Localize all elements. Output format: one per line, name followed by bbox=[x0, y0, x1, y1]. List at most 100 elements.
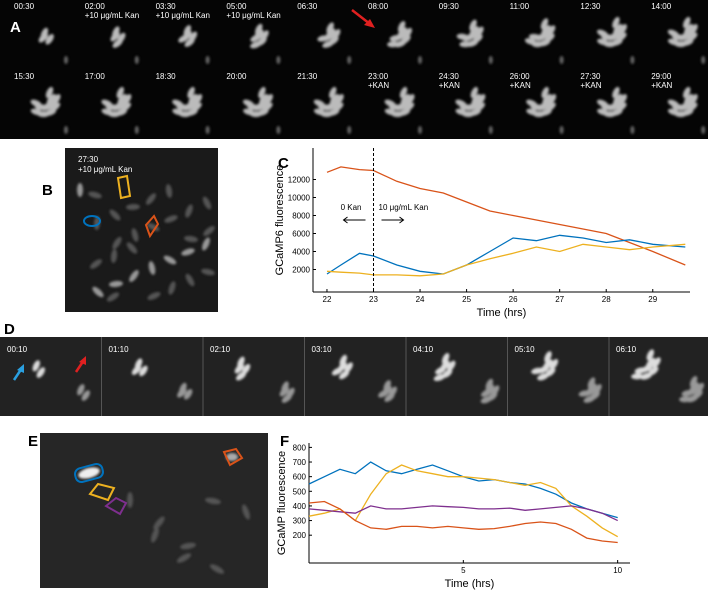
cell bbox=[151, 527, 159, 543]
y-tick-label: 10000 bbox=[288, 194, 311, 203]
cell bbox=[480, 389, 492, 397]
cell bbox=[172, 108, 184, 116]
timestamp: 26:00 bbox=[510, 72, 531, 81]
cell bbox=[201, 268, 215, 276]
x-tick-label: 22 bbox=[323, 295, 332, 304]
cell bbox=[400, 94, 411, 104]
cell bbox=[126, 242, 138, 254]
cell bbox=[184, 38, 195, 47]
cell bbox=[110, 249, 118, 263]
line bbox=[326, 166, 686, 266]
arrow bbox=[342, 216, 366, 224]
cell bbox=[92, 286, 104, 298]
cell bbox=[447, 360, 456, 372]
cell bbox=[146, 222, 160, 232]
y-tick-label: 600 bbox=[293, 473, 307, 482]
cell bbox=[205, 56, 210, 64]
cell bbox=[528, 33, 541, 40]
cell bbox=[112, 236, 122, 250]
cell bbox=[164, 215, 178, 223]
cell bbox=[184, 235, 198, 243]
y-tick-label: 700 bbox=[293, 458, 307, 467]
cell bbox=[344, 362, 353, 373]
cell bbox=[139, 365, 148, 377]
cell bbox=[205, 497, 221, 505]
arrow-head bbox=[79, 356, 86, 365]
cell bbox=[542, 94, 552, 104]
timestamp: 01:10 bbox=[109, 345, 130, 354]
cell bbox=[176, 553, 192, 563]
line bbox=[308, 464, 619, 538]
y-tick-label: 200 bbox=[293, 531, 307, 540]
arrow bbox=[381, 216, 405, 224]
cell bbox=[667, 99, 679, 108]
y-axis-label: GCaMP fluorescence bbox=[276, 451, 288, 555]
cell bbox=[188, 94, 198, 104]
roi-blue bbox=[83, 215, 101, 227]
y-tick-label: 800 bbox=[293, 443, 307, 452]
cell bbox=[38, 32, 48, 43]
cell bbox=[480, 396, 493, 404]
cell bbox=[597, 108, 609, 116]
timestamp: 03:30 bbox=[156, 2, 177, 11]
cell bbox=[110, 31, 120, 42]
cell bbox=[389, 35, 402, 42]
cell bbox=[549, 359, 559, 370]
cell bbox=[313, 108, 326, 116]
timestamp: 21:30 bbox=[297, 72, 318, 81]
cell bbox=[597, 29, 609, 38]
cell bbox=[667, 38, 680, 46]
cell bbox=[117, 94, 127, 104]
line bbox=[308, 505, 618, 522]
timestamp: 00:10 bbox=[7, 345, 28, 354]
cell bbox=[148, 261, 156, 275]
cell bbox=[45, 34, 54, 45]
timestamp: 29:00 bbox=[651, 72, 672, 81]
cell bbox=[281, 394, 292, 403]
cell bbox=[163, 255, 177, 265]
cell bbox=[250, 41, 262, 49]
cell bbox=[695, 382, 705, 394]
cell bbox=[126, 203, 140, 211]
timestamp: 12:30 bbox=[580, 2, 601, 11]
cell bbox=[101, 99, 113, 108]
cell bbox=[684, 94, 694, 104]
cell bbox=[433, 374, 446, 382]
cell bbox=[701, 126, 706, 134]
cell bbox=[347, 126, 352, 134]
cell bbox=[384, 393, 395, 402]
treatment-note: +10 μg/mL Kan bbox=[226, 11, 280, 20]
roi-blue bbox=[74, 462, 104, 484]
treatment-note: +KAN bbox=[368, 81, 389, 90]
arrow-head bbox=[364, 19, 375, 28]
cell bbox=[30, 99, 42, 108]
cell bbox=[46, 94, 57, 104]
roi-yellow bbox=[116, 174, 132, 200]
timestamp: 09:30 bbox=[439, 2, 460, 11]
timestamp: 27:30 bbox=[580, 72, 601, 81]
treatment-note: +KAN bbox=[510, 81, 531, 90]
timestamp: 17:00 bbox=[85, 72, 106, 81]
timestamp: 27:30 bbox=[78, 155, 99, 164]
cell bbox=[112, 39, 123, 48]
cell bbox=[88, 191, 102, 199]
panel-letter: E bbox=[28, 433, 38, 450]
cell bbox=[185, 204, 193, 218]
cell bbox=[153, 516, 165, 530]
line bbox=[326, 243, 686, 277]
x-tick-label: 5 bbox=[461, 566, 466, 575]
cell bbox=[526, 108, 538, 116]
cell bbox=[209, 564, 225, 574]
x-tick-label: 26 bbox=[509, 295, 518, 304]
cell bbox=[471, 94, 481, 104]
cell bbox=[236, 371, 247, 381]
y-tick-label: 2000 bbox=[292, 266, 310, 275]
timestamp: 24:30 bbox=[439, 72, 460, 81]
y-tick-label: 300 bbox=[293, 517, 307, 526]
cell bbox=[77, 384, 85, 396]
cell bbox=[418, 56, 422, 64]
y-tick-label: 8000 bbox=[292, 212, 310, 221]
cell bbox=[456, 33, 469, 40]
cell bbox=[459, 41, 472, 48]
